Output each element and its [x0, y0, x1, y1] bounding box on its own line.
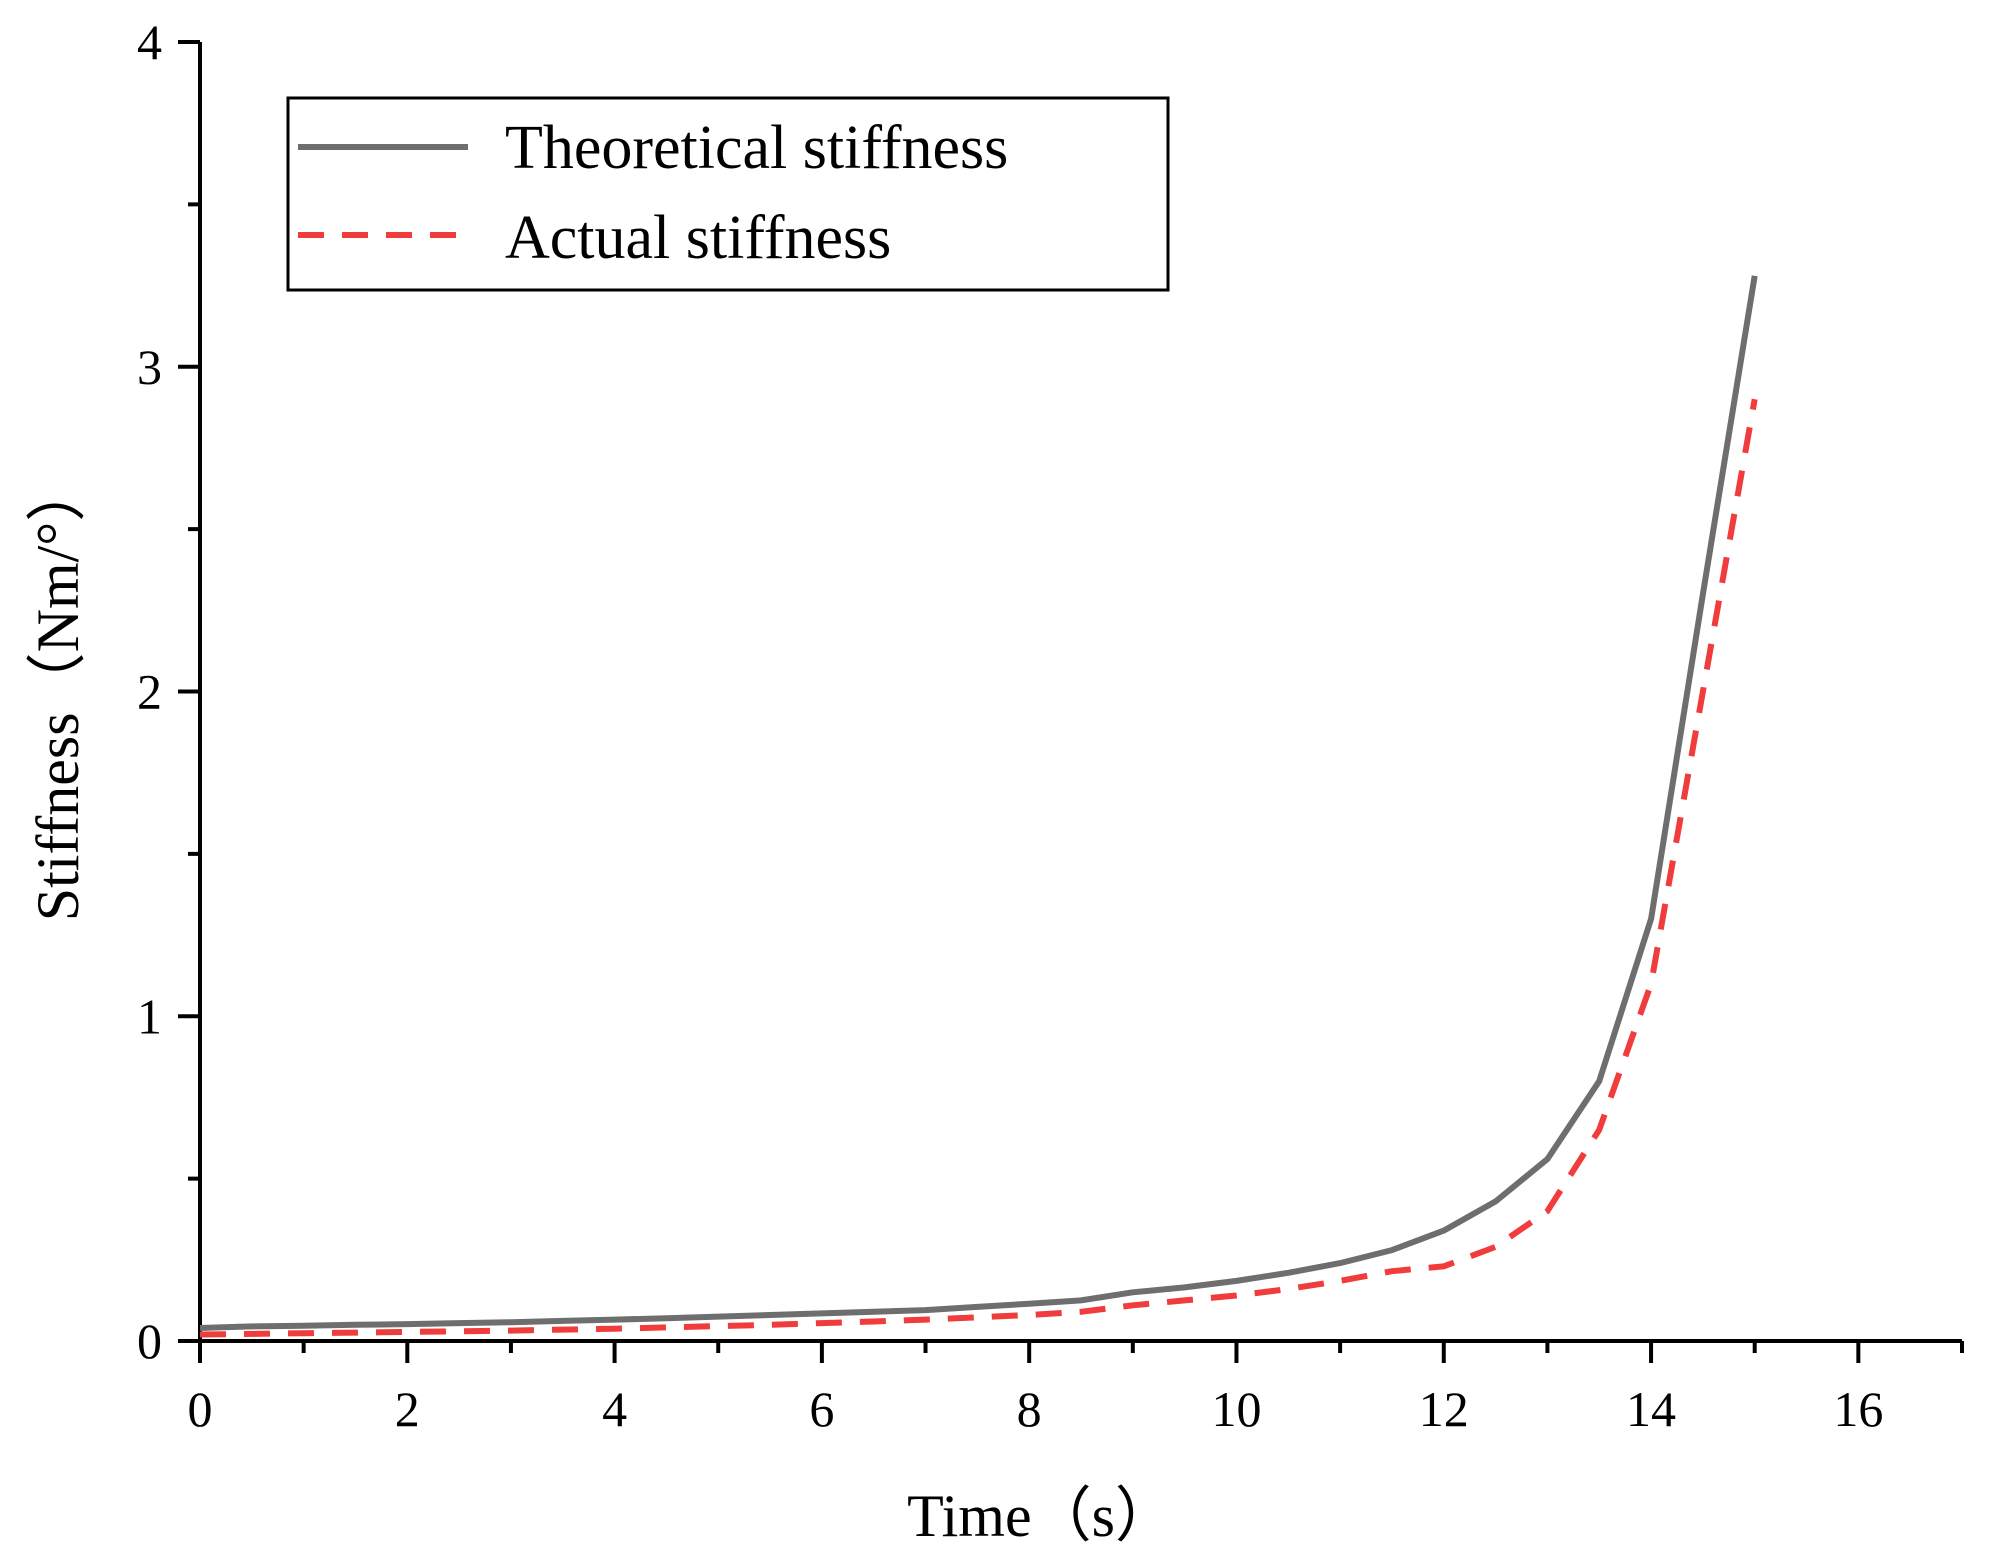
y-tick-label: 3 [137, 339, 162, 395]
y-tick-label: 0 [137, 1313, 162, 1369]
y-tick-label: 4 [137, 14, 162, 70]
x-tick-label: 4 [602, 1381, 627, 1437]
x-tick-label: 16 [1833, 1381, 1883, 1437]
legend: Theoretical stiffness Actual stiffness [286, 96, 1170, 292]
x-tick-label: 0 [188, 1381, 213, 1437]
x-tick-label: 12 [1419, 1381, 1469, 1437]
x-tick-label: 8 [1017, 1381, 1042, 1437]
series-layer [199, 275, 1758, 1338]
y-axis-title: Stiffness（Nm/°） [25, 462, 91, 922]
legend-label-theoretical: Theoretical stiffness [505, 114, 1008, 182]
y-tick-label: 1 [137, 988, 162, 1044]
x-tick-label: 6 [809, 1381, 834, 1437]
y-tick-label: 2 [137, 664, 162, 720]
x-tick-label: 14 [1626, 1381, 1676, 1437]
legend-box [286, 96, 1170, 292]
x-tick-label: 10 [1211, 1381, 1261, 1437]
legend-label-actual: Actual stiffness [505, 204, 891, 272]
x-tick-label: 2 [395, 1381, 420, 1437]
x-axis-title: Time（s） [907, 1483, 1175, 1549]
series-theoretical-line [199, 275, 1758, 1331]
series-actual-line [199, 398, 1758, 1338]
